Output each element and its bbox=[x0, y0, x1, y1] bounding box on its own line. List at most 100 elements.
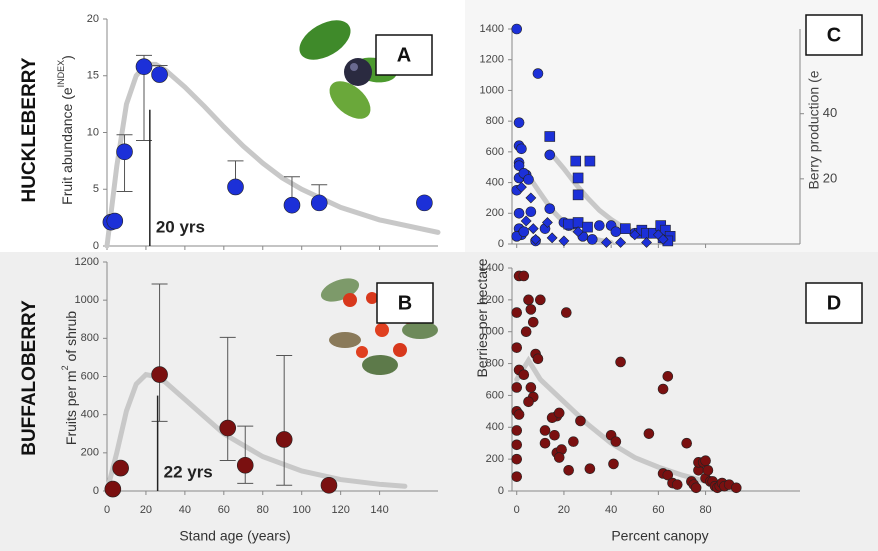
square-point bbox=[571, 156, 581, 166]
square-point bbox=[585, 156, 595, 166]
y-tick-label: 1200 bbox=[480, 54, 504, 66]
y-axis-label-end: ) bbox=[59, 55, 75, 60]
point bbox=[524, 397, 534, 407]
point bbox=[512, 343, 522, 353]
point bbox=[113, 460, 129, 476]
y-tick-label: 600 bbox=[486, 389, 504, 401]
point bbox=[568, 437, 578, 447]
y-tick-label: 800 bbox=[81, 332, 99, 344]
point bbox=[220, 420, 236, 436]
point bbox=[519, 370, 529, 380]
y-axis-label: Fruits per m2 of shrub bbox=[60, 311, 78, 445]
y-axis-label-text: Fruit abundance (e bbox=[59, 87, 75, 205]
y-tick-label: 20 bbox=[87, 13, 99, 25]
point bbox=[611, 227, 621, 237]
y-tick-label: 5 bbox=[93, 183, 99, 195]
x-tick-label: 60 bbox=[652, 504, 664, 516]
x-tick-label: 0 bbox=[514, 504, 520, 516]
point bbox=[512, 382, 522, 392]
x-tick-label: 40 bbox=[179, 504, 191, 516]
y-axis-label: Berries per hectare bbox=[474, 258, 490, 377]
point bbox=[535, 295, 545, 305]
y-tick-label: 1000 bbox=[480, 84, 504, 96]
point bbox=[594, 221, 604, 231]
x-tick-label: 120 bbox=[331, 504, 349, 516]
point bbox=[311, 195, 327, 211]
y-tick-label: 600 bbox=[81, 370, 99, 382]
point bbox=[701, 456, 711, 466]
y2-axis-label: Berry production (e bbox=[806, 70, 822, 189]
point bbox=[514, 118, 524, 128]
point bbox=[237, 457, 253, 473]
point bbox=[526, 304, 536, 314]
y-tick-label: 0 bbox=[93, 485, 99, 497]
point bbox=[549, 430, 559, 440]
x-tick-label: 0 bbox=[104, 504, 110, 516]
x-tick-label: 100 bbox=[293, 504, 311, 516]
y-tick-label: 400 bbox=[486, 421, 504, 433]
point bbox=[672, 480, 682, 490]
y-tick-label: 600 bbox=[486, 146, 504, 158]
point bbox=[117, 144, 133, 160]
row-label: HUCKLEBERRY bbox=[19, 57, 40, 202]
point bbox=[545, 204, 555, 214]
point bbox=[521, 327, 531, 337]
x-tick-label: 20 bbox=[558, 504, 570, 516]
point bbox=[512, 472, 522, 482]
point bbox=[644, 429, 654, 439]
y-axis-label-text: Fruits per m bbox=[63, 370, 79, 445]
point bbox=[512, 425, 522, 435]
point bbox=[107, 213, 123, 229]
y-tick-label: 800 bbox=[486, 115, 504, 127]
figure: 0510152020 yrsAHUCKLEBERRYFruit abundanc… bbox=[0, 0, 878, 551]
y2-tick-label: 40 bbox=[823, 105, 837, 120]
x-tick-label: 40 bbox=[605, 504, 617, 516]
point bbox=[528, 317, 538, 327]
point bbox=[152, 367, 168, 383]
point bbox=[512, 24, 522, 34]
point bbox=[533, 69, 543, 79]
y-tick-label: 200 bbox=[81, 447, 99, 459]
point bbox=[609, 459, 619, 469]
x-axis-label: Percent canopy bbox=[611, 528, 708, 544]
annotation-text: 20 yrs bbox=[156, 217, 205, 236]
point bbox=[512, 308, 522, 318]
square-point bbox=[573, 190, 583, 200]
y-tick-label: 1400 bbox=[480, 23, 504, 35]
point bbox=[731, 483, 741, 493]
square-point bbox=[564, 219, 574, 229]
x-tick-label: 140 bbox=[370, 504, 388, 516]
point bbox=[514, 410, 524, 420]
y-tick-label: 400 bbox=[81, 409, 99, 421]
point bbox=[585, 464, 595, 474]
point bbox=[616, 357, 626, 367]
y-tick-label: 1200 bbox=[75, 256, 99, 268]
y-tick-label: 0 bbox=[498, 238, 504, 250]
x-tick-label: 60 bbox=[218, 504, 230, 516]
y-tick-label: 0 bbox=[498, 485, 504, 497]
x-tick-label: 80 bbox=[257, 504, 269, 516]
point bbox=[105, 481, 121, 497]
point bbox=[526, 382, 536, 392]
square-point bbox=[545, 132, 555, 142]
point bbox=[516, 144, 526, 154]
annotation-text: 22 yrs bbox=[164, 462, 213, 481]
panel-letter: C bbox=[827, 24, 841, 46]
point bbox=[611, 437, 621, 447]
square-point bbox=[620, 224, 630, 234]
point bbox=[416, 195, 432, 211]
panel-letter: A bbox=[397, 44, 411, 66]
point bbox=[540, 425, 550, 435]
point bbox=[561, 308, 571, 318]
point bbox=[691, 483, 701, 493]
point bbox=[228, 179, 244, 195]
point bbox=[276, 431, 292, 447]
square-point bbox=[573, 173, 583, 183]
point bbox=[587, 234, 597, 244]
point bbox=[554, 453, 564, 463]
x-tick-label: 80 bbox=[699, 504, 711, 516]
y-tick-label: 10 bbox=[87, 126, 99, 138]
point bbox=[545, 150, 555, 160]
point bbox=[703, 465, 713, 475]
point bbox=[658, 384, 668, 394]
